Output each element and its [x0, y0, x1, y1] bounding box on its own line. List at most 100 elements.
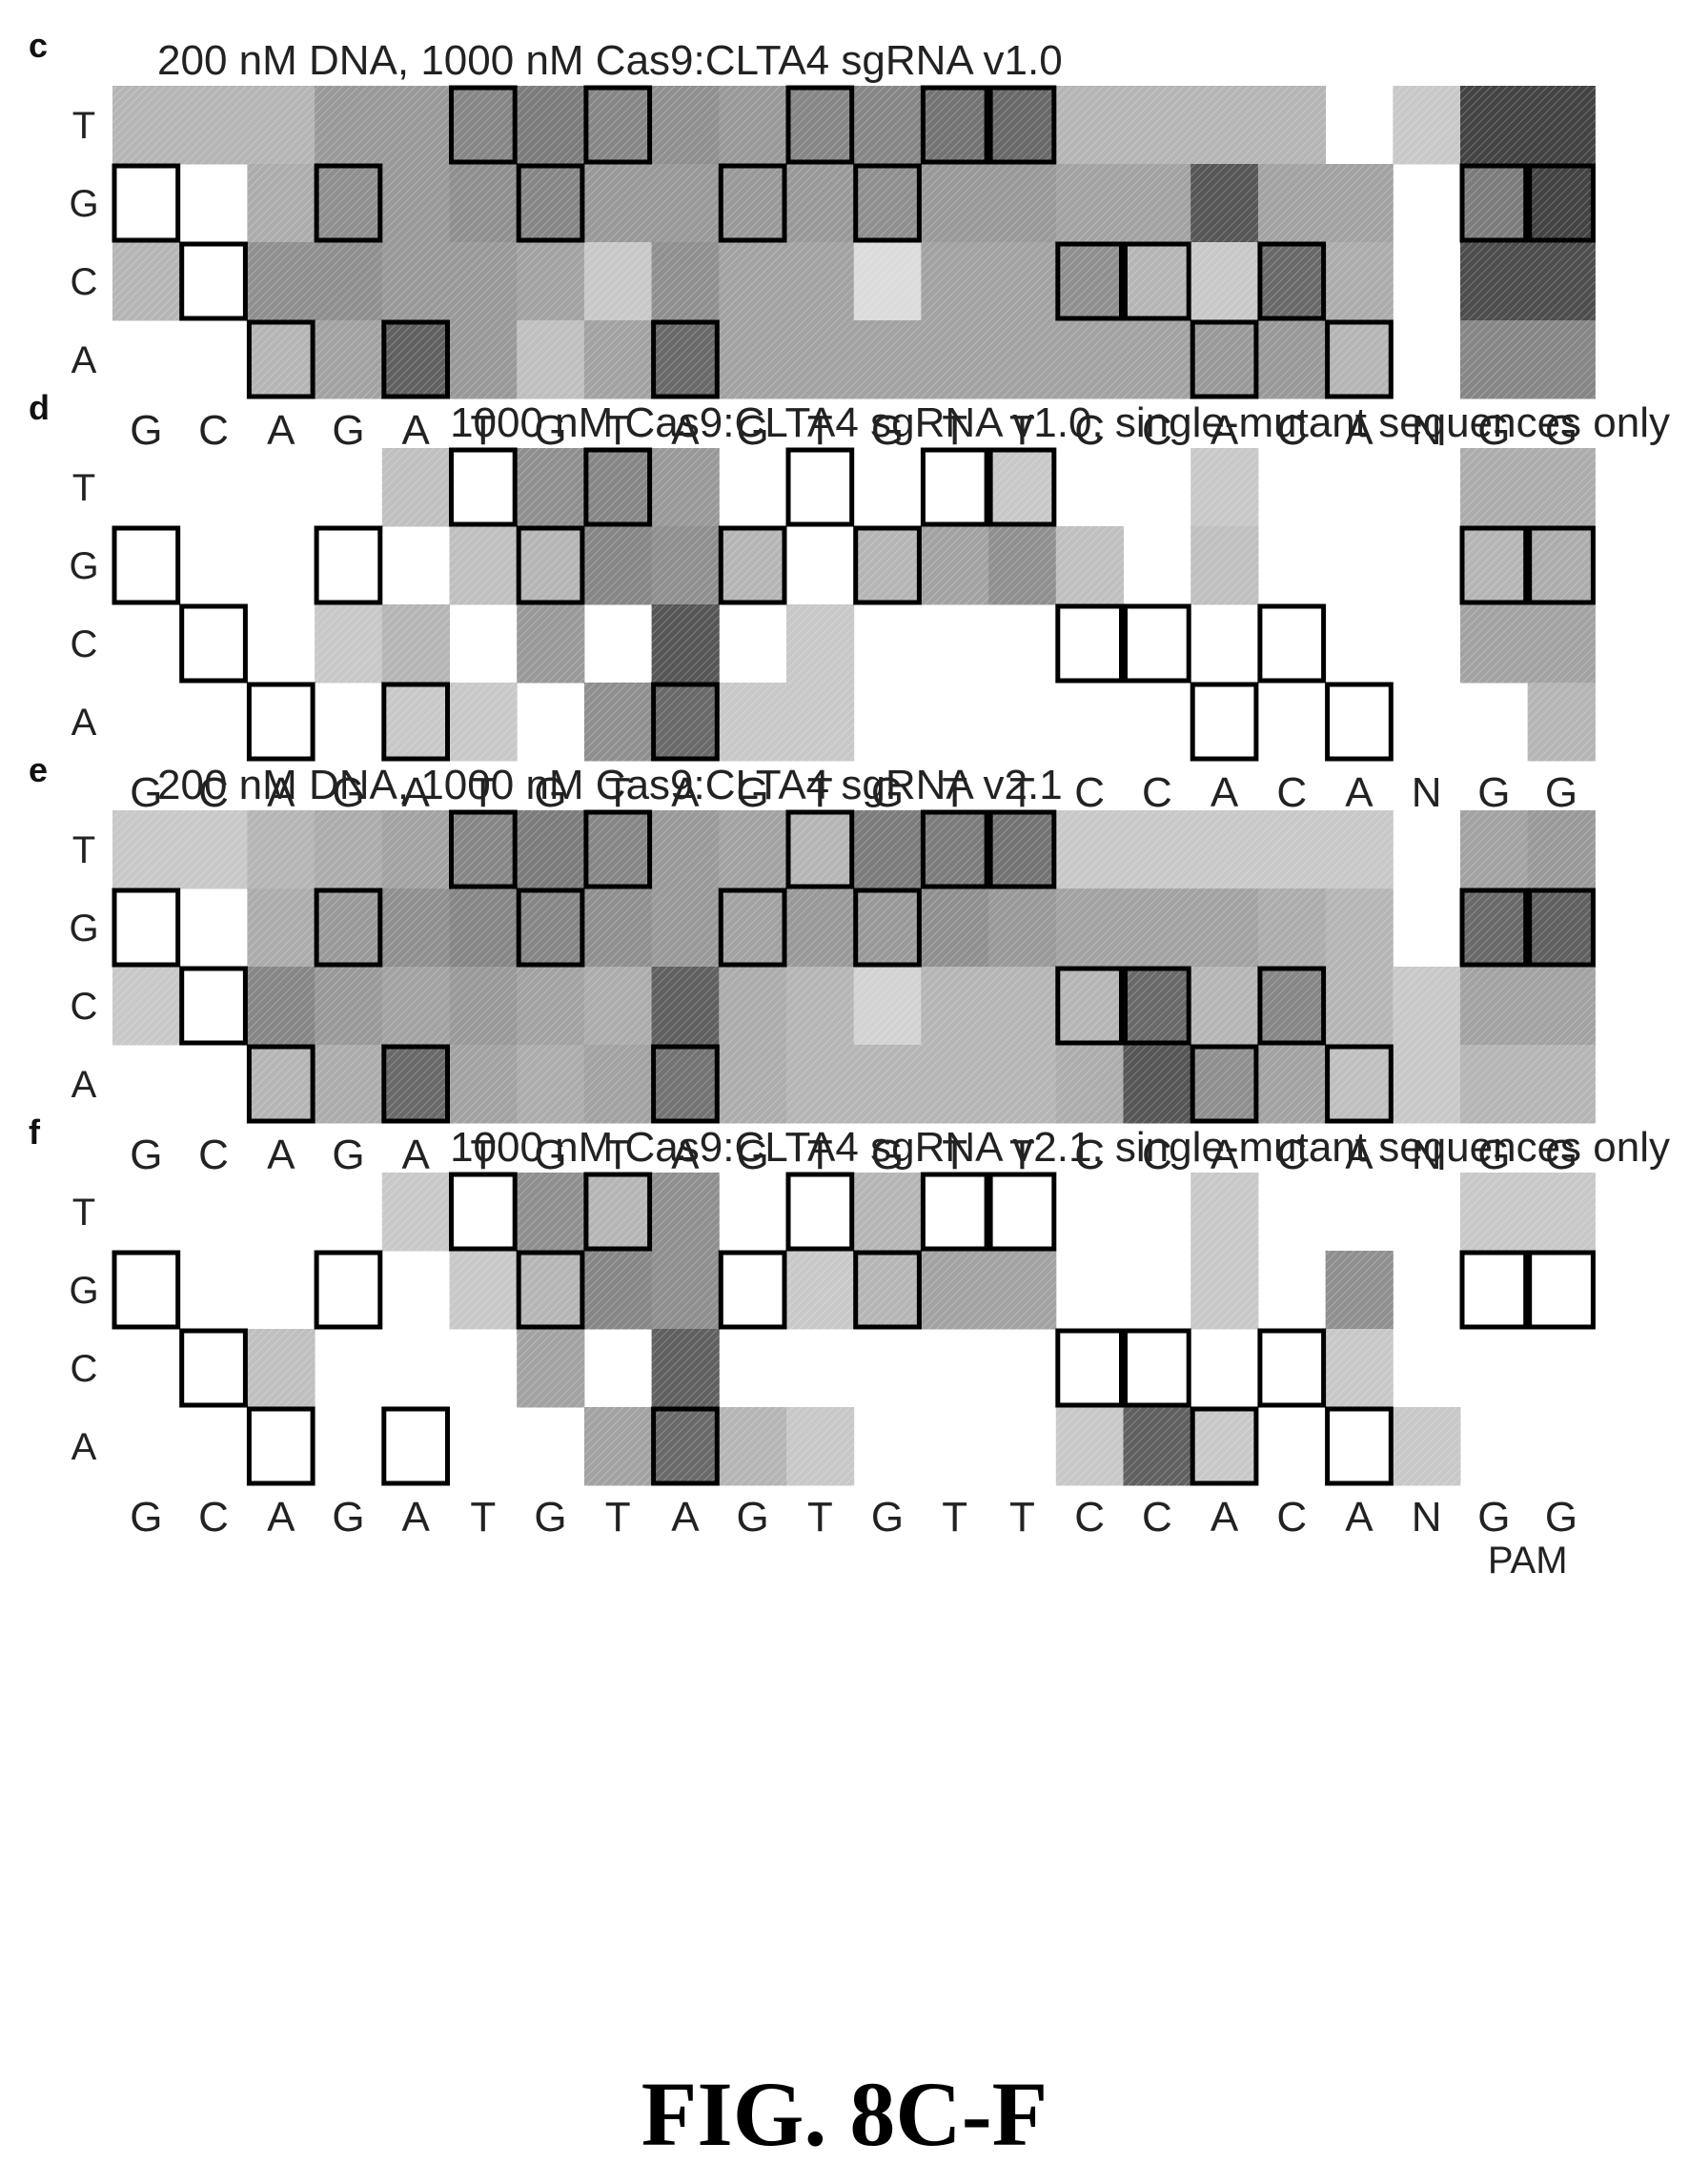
column-label: C	[198, 407, 229, 454]
heatmap-cell-texture	[988, 1045, 1056, 1124]
heatmap-cell-texture	[652, 1329, 720, 1408]
heatmap-cell-texture	[450, 967, 518, 1046]
heatmap-cell-texture	[921, 242, 988, 321]
column-label: A	[401, 1132, 430, 1178]
row-label: G	[69, 545, 98, 587]
heatmap-cell-texture	[517, 86, 584, 165]
panel-title: 200 nM DNA, 1000 nM Cas9:CLTA4 sgRNA v2.…	[157, 762, 1063, 808]
heatmap-cell-texture	[517, 242, 584, 321]
column-label: G	[130, 1132, 162, 1178]
heatmap-cell-texture	[1528, 526, 1596, 605]
reference-cell-outline	[923, 1174, 987, 1249]
heatmap-cell-texture	[1460, 1045, 1528, 1124]
row-label: G	[69, 908, 98, 949]
column-label: C	[1142, 1494, 1172, 1541]
heatmap-cell-texture	[1460, 526, 1528, 605]
heatmap-cell-texture	[517, 526, 584, 605]
heatmap-cell-texture	[1124, 888, 1191, 968]
heatmap-cell-texture	[719, 888, 786, 968]
heatmap-cell-texture	[450, 242, 518, 321]
panel-letter: d	[29, 388, 50, 427]
reference-cell-outline	[316, 1253, 380, 1327]
column-label: C	[1074, 769, 1105, 816]
heatmap-cell-texture	[988, 1251, 1056, 1330]
heatmap-cell-texture	[1190, 888, 1258, 968]
panel-title: 1000 nM Cas9:CLTA4 sgRNA v2.1, single-mu…	[450, 1124, 1670, 1171]
heatmap-cell-texture	[1460, 448, 1528, 527]
heatmap-cell-texture	[652, 1407, 720, 1486]
column-label: G	[130, 407, 162, 454]
heatmap-cell-texture	[1124, 86, 1191, 165]
column-label: G	[534, 1494, 566, 1541]
column-label: G	[1477, 769, 1510, 816]
row-label: C	[71, 986, 98, 1028]
heatmap-cell-texture	[652, 888, 720, 968]
column-label: A	[267, 1494, 295, 1541]
heatmap-cell-texture	[1393, 1045, 1460, 1124]
reference-cell-outline	[182, 244, 246, 318]
heatmap-cell-texture	[1326, 1251, 1394, 1330]
row-label: G	[69, 1270, 98, 1312]
heatmap-cell-texture	[921, 164, 988, 243]
panel-title: 200 nM DNA, 1000 nM Cas9:CLTA4 sgRNA v1.…	[157, 37, 1063, 84]
heatmap-cell-texture	[1460, 86, 1528, 165]
reference-cell-outline	[452, 1174, 516, 1249]
heatmap-cell-texture	[1190, 86, 1258, 165]
heatmap-cell-texture	[719, 967, 786, 1046]
heatmap-cell-texture	[517, 320, 584, 399]
panel-letter: e	[29, 750, 48, 789]
heatmap-cell-texture	[1326, 967, 1394, 1046]
reference-cell-outline	[1530, 1253, 1594, 1327]
row-label: T	[72, 829, 95, 871]
heatmap-cell-texture	[652, 967, 720, 1046]
heatmap-cell-texture	[719, 526, 786, 605]
heatmap-cell-texture	[1460, 164, 1528, 243]
heatmap-cell-texture	[854, 1251, 922, 1330]
heatmap-cell-texture	[112, 86, 180, 165]
panel-f: f1000 nM Cas9:CLTA4 sgRNA v2.1, single-m…	[29, 1112, 1670, 1582]
heatmap-cell-texture	[517, 1251, 584, 1330]
heatmap-cell-texture	[652, 86, 720, 165]
heatmap-cell-texture	[450, 86, 518, 165]
heatmap-cell-texture	[988, 164, 1056, 243]
column-label: A	[1211, 1494, 1239, 1541]
heatmap-cell-texture	[1326, 888, 1394, 968]
row-label: T	[72, 1192, 95, 1234]
heatmap-cell-texture	[584, 86, 652, 165]
reference-cell-outline	[1260, 1331, 1324, 1405]
heatmap-cell-texture	[517, 164, 584, 243]
heatmap-cell-texture	[1190, 967, 1258, 1046]
heatmap-cell-texture	[247, 967, 315, 1046]
heatmap-cell-texture	[584, 1251, 652, 1330]
heatmap-cell-texture	[382, 320, 450, 399]
heatmap-cell-texture	[382, 888, 450, 968]
heatmap-cell-texture	[584, 242, 652, 321]
heatmap-cell-texture	[1124, 1407, 1191, 1486]
heatmap-cell-texture	[450, 526, 518, 605]
heatmap-cell-texture	[921, 526, 988, 605]
heatmap-cell-texture	[988, 810, 1056, 889]
heatmap-cell-texture	[584, 810, 652, 889]
heatmap-cell-texture	[854, 967, 922, 1046]
column-label: T	[605, 1494, 631, 1541]
heatmap-cell-texture	[719, 1407, 786, 1486]
heatmap-cell-texture	[1528, 604, 1596, 684]
column-label: A	[1345, 1494, 1374, 1541]
heatmap-cell-texture	[1056, 810, 1124, 889]
heatmap-cell-texture	[180, 810, 248, 889]
heatmap-cell-texture	[180, 86, 248, 165]
heatmap-cell-texture	[1326, 320, 1394, 399]
heatmap-cell-texture	[1326, 810, 1394, 889]
heatmap-cell-texture	[786, 1407, 854, 1486]
heatmap-cell-texture	[247, 86, 315, 165]
heatmap-cell-texture	[854, 320, 922, 399]
heatmap-cell-texture	[719, 320, 786, 399]
reference-cell-outline	[788, 450, 852, 524]
reference-cell-outline	[1126, 606, 1190, 681]
heatmap-cell-texture	[1258, 164, 1326, 243]
heatmap-cell-texture	[921, 967, 988, 1046]
heatmap-cell-texture	[1393, 967, 1460, 1046]
heatmap-cell-texture	[1460, 320, 1528, 399]
heatmap-cell-texture	[652, 164, 720, 243]
heatmap-cell-texture	[584, 683, 652, 762]
